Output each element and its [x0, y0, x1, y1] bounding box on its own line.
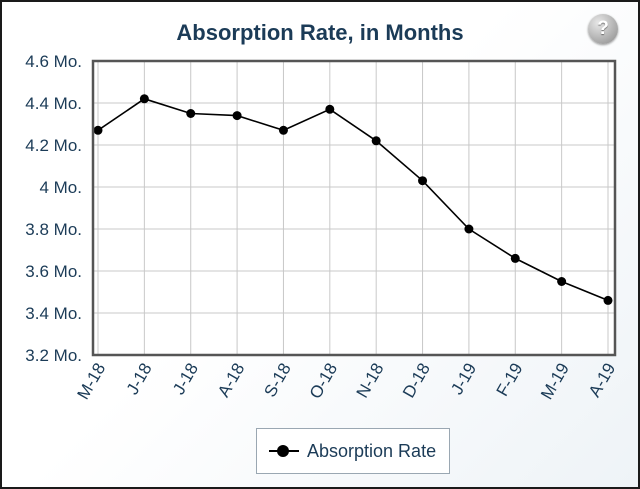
data-point[interactable] [510, 253, 520, 263]
data-point[interactable] [278, 125, 288, 135]
data-point[interactable] [464, 224, 474, 234]
data-point[interactable] [418, 176, 428, 186]
data-point[interactable] [325, 104, 335, 114]
plot-area-border [91, 59, 617, 357]
x-tick-label: F-19 [493, 360, 527, 400]
data-point[interactable] [603, 295, 613, 305]
x-tick-label: J-18 [169, 360, 202, 398]
x-tick-label: M-19 [537, 360, 573, 403]
x-tick-label: O-18 [306, 360, 341, 402]
x-tick-label: D-18 [399, 360, 434, 401]
data-point[interactable] [557, 277, 567, 286]
x-tick-label: N-18 [353, 360, 388, 401]
y-tick-label: 4.2 Mo. [25, 136, 82, 155]
help-question-icon[interactable]: ? [588, 14, 618, 44]
series-group [93, 94, 613, 305]
legend[interactable]: Absorption Rate [256, 428, 450, 474]
data-point[interactable] [186, 109, 196, 118]
y-tick-label: 4 Mo. [39, 178, 82, 197]
x-tick-label: S-18 [260, 360, 294, 401]
x-tick-label: M-18 [74, 360, 110, 403]
y-axis-ticks: 4.6 Mo. 4.4 Mo. 4.2 Mo. 4 Mo. 3.8 Mo. 3.6 Mo.… [25, 52, 82, 365]
x-tick-label: A-18 [214, 360, 248, 401]
plot-area [93, 61, 615, 355]
data-point[interactable] [139, 94, 149, 104]
y-tick-label: 3.4 Mo. [25, 304, 82, 323]
data-point[interactable] [232, 111, 242, 121]
data-point[interactable] [371, 136, 381, 146]
y-tick-label: 4.4 Mo. [25, 94, 82, 113]
legend-label: Absorption Rate [307, 440, 437, 461]
y-tick-label: 3.8 Mo. [25, 220, 82, 239]
data-point[interactable] [93, 125, 103, 135]
x-tick-label: A-19 [585, 360, 619, 401]
x-tick-label: J-19 [447, 360, 480, 398]
x-axis-ticks: M-18 J-18 J-18 A-18 S-18 O-18 N-18 D-18 J-19 F-19… [74, 360, 620, 403]
y-tick-label: 3.2 Mo. [25, 346, 82, 365]
legend-marker-icon [269, 444, 299, 458]
grid-lines [93, 60, 615, 356]
chart-title: Absorption Rate, in Months [176, 20, 464, 45]
series-line [97, 97, 609, 302]
x-tick-label: J-18 [123, 360, 156, 398]
y-tick-label: 4.6 Mo. [25, 52, 82, 71]
y-tick-label: 3.6 Mo. [25, 262, 82, 281]
